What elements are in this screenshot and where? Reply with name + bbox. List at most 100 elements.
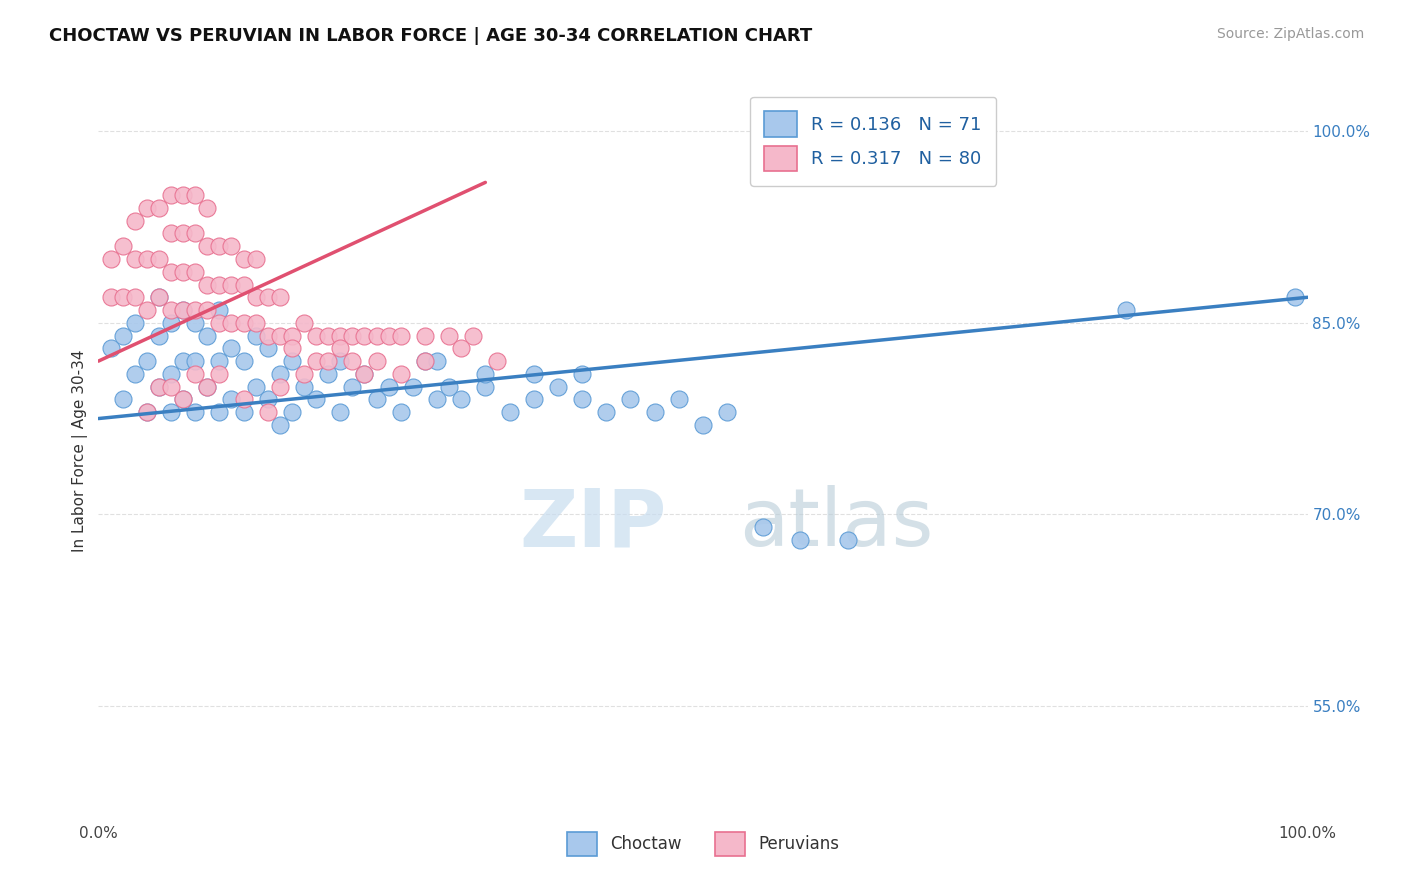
Point bbox=[316, 354, 339, 368]
Point bbox=[124, 213, 146, 227]
Point bbox=[172, 188, 194, 202]
Point bbox=[232, 405, 254, 419]
Point bbox=[221, 277, 243, 292]
Point bbox=[692, 417, 714, 432]
Point bbox=[595, 405, 617, 419]
Point bbox=[160, 265, 183, 279]
Point bbox=[281, 342, 304, 356]
Point bbox=[329, 405, 352, 419]
Point bbox=[281, 354, 304, 368]
Point bbox=[208, 277, 231, 292]
Point bbox=[160, 405, 183, 419]
Point bbox=[413, 354, 436, 368]
Point bbox=[232, 277, 254, 292]
Point bbox=[389, 328, 412, 343]
Point bbox=[292, 379, 315, 393]
Point bbox=[135, 303, 157, 318]
Point bbox=[184, 227, 207, 241]
Point bbox=[124, 316, 146, 330]
Point bbox=[437, 328, 460, 343]
Point bbox=[389, 405, 412, 419]
Point bbox=[342, 328, 364, 343]
Point bbox=[172, 392, 194, 407]
Point bbox=[100, 290, 122, 304]
Point bbox=[195, 328, 218, 343]
Point bbox=[111, 392, 134, 407]
Point bbox=[184, 316, 207, 330]
Point bbox=[160, 303, 183, 318]
Point bbox=[172, 354, 194, 368]
Point bbox=[463, 328, 485, 343]
Point bbox=[195, 239, 218, 253]
Point bbox=[256, 342, 278, 356]
Point bbox=[124, 367, 146, 381]
Point bbox=[329, 328, 352, 343]
Point bbox=[135, 405, 157, 419]
Point bbox=[269, 379, 291, 393]
Point bbox=[668, 392, 690, 407]
Point bbox=[221, 342, 243, 356]
Point bbox=[184, 405, 207, 419]
Point bbox=[316, 328, 339, 343]
Point bbox=[316, 367, 339, 381]
Point bbox=[208, 316, 231, 330]
Point bbox=[413, 328, 436, 343]
Point bbox=[245, 252, 267, 266]
Point bbox=[256, 290, 278, 304]
Point bbox=[377, 379, 399, 393]
Point bbox=[329, 354, 352, 368]
Point bbox=[837, 533, 859, 547]
Point bbox=[245, 316, 267, 330]
Point bbox=[353, 328, 375, 343]
Point bbox=[269, 328, 291, 343]
Point bbox=[450, 342, 472, 356]
Point bbox=[245, 328, 267, 343]
Point bbox=[232, 354, 254, 368]
Point bbox=[148, 328, 170, 343]
Point bbox=[148, 201, 170, 215]
Point bbox=[752, 520, 775, 534]
Point bbox=[256, 392, 278, 407]
Point bbox=[389, 367, 412, 381]
Point bbox=[195, 379, 218, 393]
Point bbox=[523, 367, 546, 381]
Point bbox=[305, 392, 328, 407]
Point bbox=[789, 533, 811, 547]
Point bbox=[269, 367, 291, 381]
Point bbox=[571, 392, 593, 407]
Point bbox=[292, 316, 315, 330]
Point bbox=[245, 290, 267, 304]
Point bbox=[245, 379, 267, 393]
Point bbox=[195, 201, 218, 215]
Point bbox=[172, 303, 194, 318]
Point bbox=[172, 265, 194, 279]
Point bbox=[366, 328, 388, 343]
Point bbox=[232, 392, 254, 407]
Point bbox=[172, 392, 194, 407]
Point bbox=[221, 392, 243, 407]
Point bbox=[148, 252, 170, 266]
Point bbox=[305, 354, 328, 368]
Point bbox=[221, 316, 243, 330]
Point bbox=[437, 379, 460, 393]
Point bbox=[208, 354, 231, 368]
Point bbox=[184, 265, 207, 279]
Point bbox=[160, 227, 183, 241]
Point bbox=[172, 303, 194, 318]
Point bbox=[450, 392, 472, 407]
Point bbox=[232, 316, 254, 330]
Point bbox=[366, 354, 388, 368]
Point bbox=[571, 367, 593, 381]
Point bbox=[148, 290, 170, 304]
Point bbox=[135, 252, 157, 266]
Point bbox=[124, 252, 146, 266]
Text: ZIP: ZIP bbox=[519, 485, 666, 564]
Point bbox=[100, 252, 122, 266]
Point bbox=[256, 328, 278, 343]
Point bbox=[256, 405, 278, 419]
Point bbox=[426, 354, 449, 368]
Point bbox=[1284, 290, 1306, 304]
Point bbox=[111, 290, 134, 304]
Point bbox=[413, 354, 436, 368]
Point bbox=[124, 290, 146, 304]
